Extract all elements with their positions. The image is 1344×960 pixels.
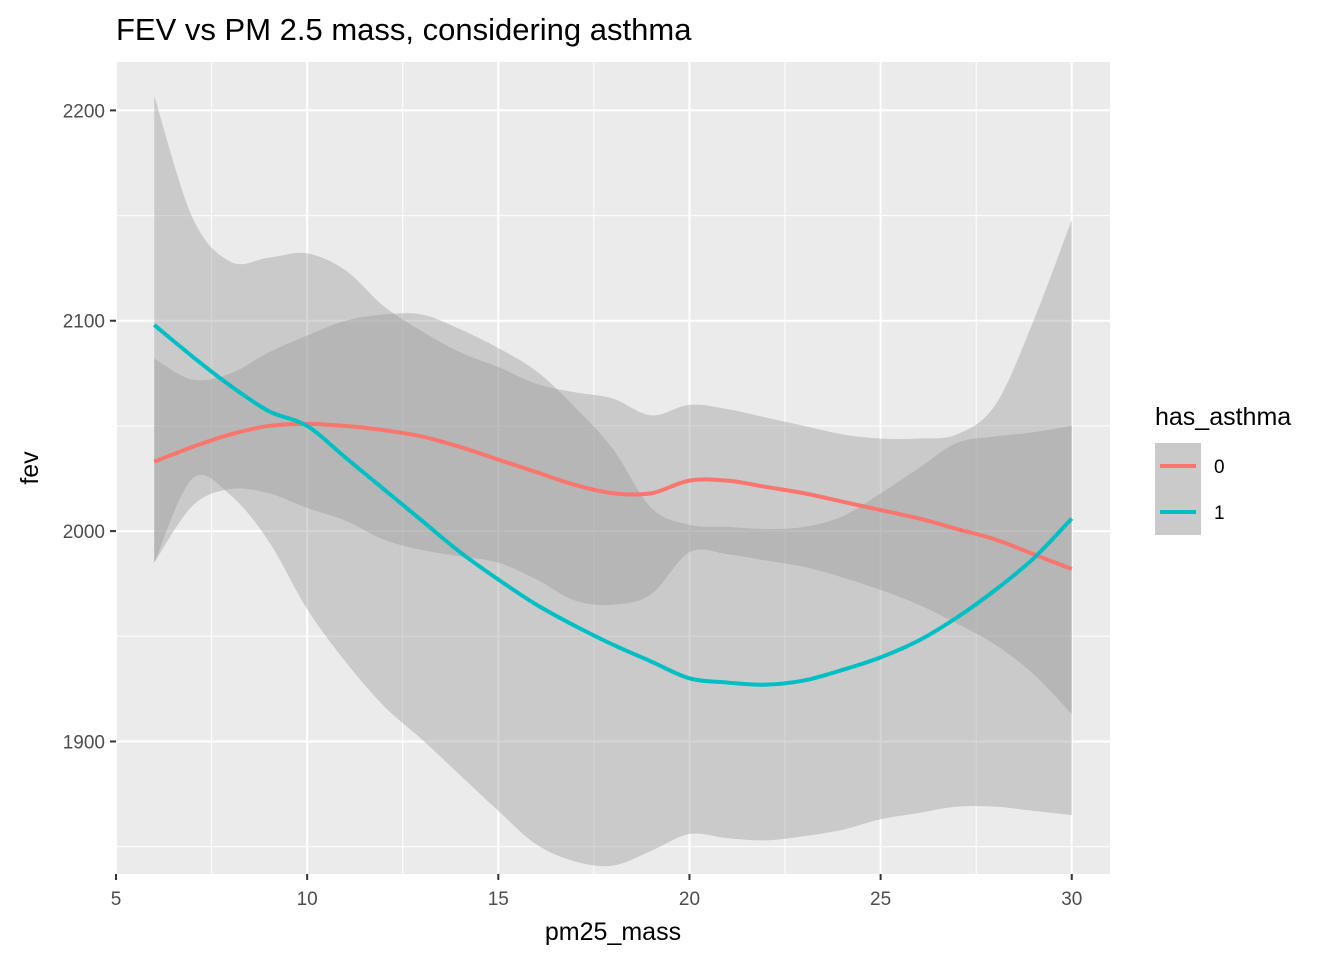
- plot-panel: [116, 62, 1110, 874]
- x-tick-label: 30: [1061, 889, 1082, 910]
- x-axis-title: pm25_mass: [545, 918, 681, 946]
- legend-keys: 01: [1155, 443, 1225, 535]
- legend-label-1: 1: [1214, 503, 1225, 524]
- smooth-lines: [152, 323, 1074, 687]
- line-series-1: [152, 323, 1074, 687]
- major-gridlines: [115, 62, 1110, 874]
- x-tick-label: 5: [111, 889, 122, 910]
- x-axis: 5 10 15 20 25 30: [111, 874, 1082, 910]
- ribbon-series-1: [154, 95, 1072, 867]
- y-tick-label: 1900: [63, 732, 105, 753]
- legend-title: has_asthma: [1155, 403, 1291, 431]
- y-tick-label: 2100: [63, 312, 105, 333]
- y-axis-title: fev: [16, 451, 44, 485]
- x-tick-label: 10: [297, 889, 318, 910]
- legend-label-0: 0: [1214, 457, 1225, 478]
- y-axis: 1900 2000 2100 2200: [63, 101, 116, 753]
- y-tick-label: 2000: [63, 522, 105, 543]
- x-tick-label: 15: [488, 889, 509, 910]
- y-tick-label: 2200: [63, 101, 105, 122]
- ribbon-series-0: [154, 313, 1072, 715]
- x-tick-label: 25: [870, 889, 891, 910]
- x-tick-label: 20: [679, 889, 700, 910]
- legend: has_asthma 01: [1155, 403, 1291, 535]
- chart-title: FEV vs PM 2.5 mass, considering asthma: [116, 12, 692, 47]
- confidence-ribbons: [154, 95, 1072, 867]
